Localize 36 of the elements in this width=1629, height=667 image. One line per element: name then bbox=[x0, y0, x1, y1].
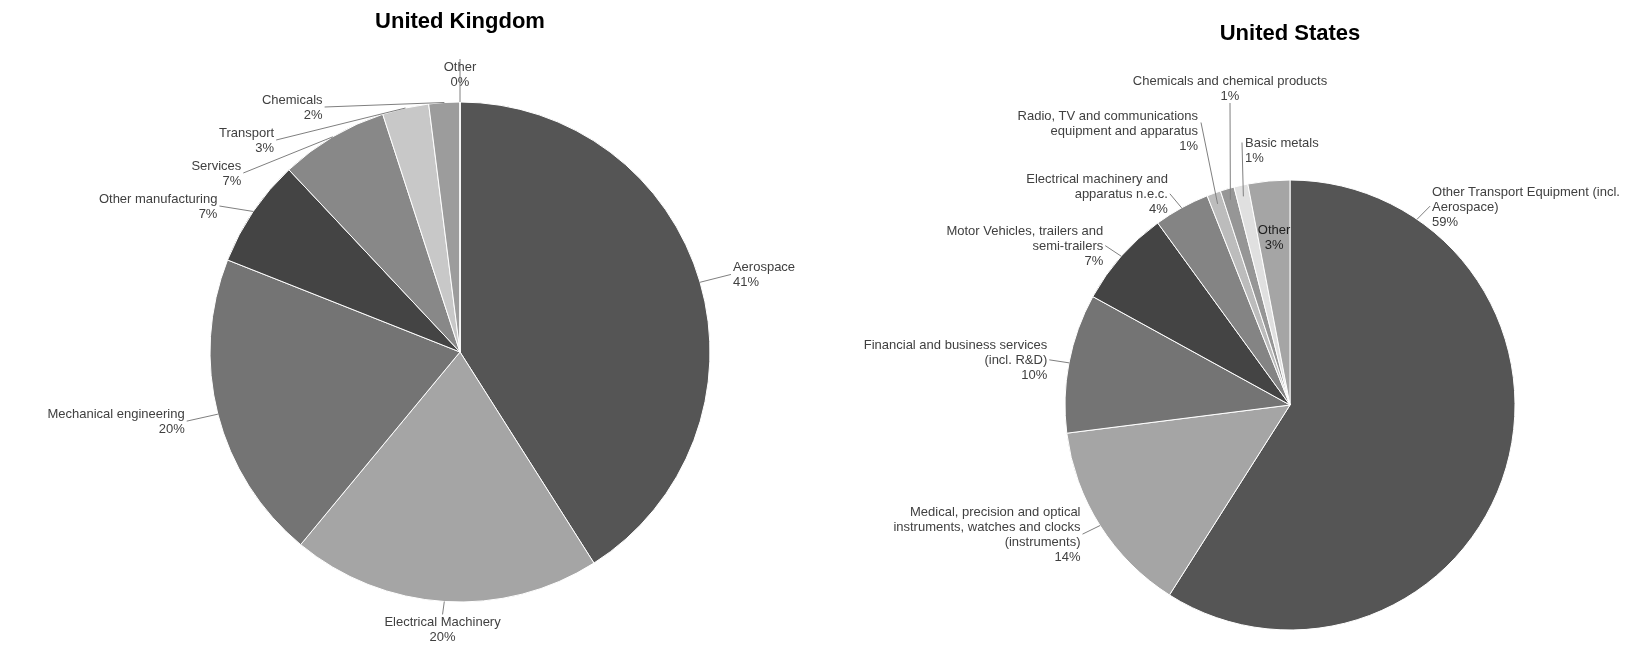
text: 0% bbox=[450, 74, 470, 89]
slice-label: Medical, precision and optical instruments, watches and clocks (instruments) bbox=[893, 504, 1082, 550]
data-label: 1% bbox=[1220, 88, 1240, 103]
slice-label: Aerospace bbox=[732, 259, 796, 275]
data-label: 41% bbox=[732, 274, 760, 290]
data-label: 20% bbox=[429, 629, 456, 645]
slice-label: Services bbox=[191, 158, 242, 173]
slice-label: Electrical Machinery bbox=[384, 614, 502, 630]
slice-label: Other bbox=[1257, 222, 1292, 237]
data-label: 7% bbox=[198, 206, 218, 221]
data-label: 20% bbox=[158, 421, 186, 437]
data-label: 3% bbox=[1264, 237, 1284, 252]
slice-label: Other manufacturing bbox=[98, 191, 218, 206]
slice-label: Financial and business services (incl. R&D) bbox=[863, 337, 1048, 368]
data-label: 7% bbox=[1084, 253, 1104, 269]
slice-label: Mechanical engineering bbox=[47, 406, 185, 422]
data-label: 3% bbox=[255, 140, 275, 155]
data-label: 1% bbox=[1179, 137, 1199, 153]
chart-title: United Kingdom bbox=[375, 8, 545, 33]
data-label: 7% bbox=[222, 173, 242, 188]
data-label: 10% bbox=[1021, 367, 1048, 383]
slice-label: Electrical machinery and apparatus n.e.c. bbox=[1026, 171, 1168, 202]
category-label: Other bbox=[443, 59, 477, 74]
data-label: 1% bbox=[1245, 150, 1265, 165]
data-label: 59% bbox=[1432, 213, 1459, 229]
slice-label: Other Transport Equipment (incl. Aerospace) bbox=[1432, 183, 1620, 214]
slice-label: Motor Vehicles, trailers and semi-trailers bbox=[946, 223, 1104, 254]
slice-label: Basic metals bbox=[1245, 135, 1320, 150]
chart-title: United States bbox=[1219, 20, 1361, 45]
slice-label: Chemicals bbox=[261, 92, 324, 107]
data-label: 4% bbox=[1149, 201, 1169, 217]
data-label: 2% bbox=[303, 107, 324, 122]
data-label: 14% bbox=[1054, 549, 1081, 565]
slice-label: Chemicals and chemical products bbox=[1132, 73, 1328, 88]
slice-label: Transport bbox=[219, 125, 275, 140]
slice-label: Radio, TV and communications equipment and apparatus bbox=[1017, 107, 1199, 138]
